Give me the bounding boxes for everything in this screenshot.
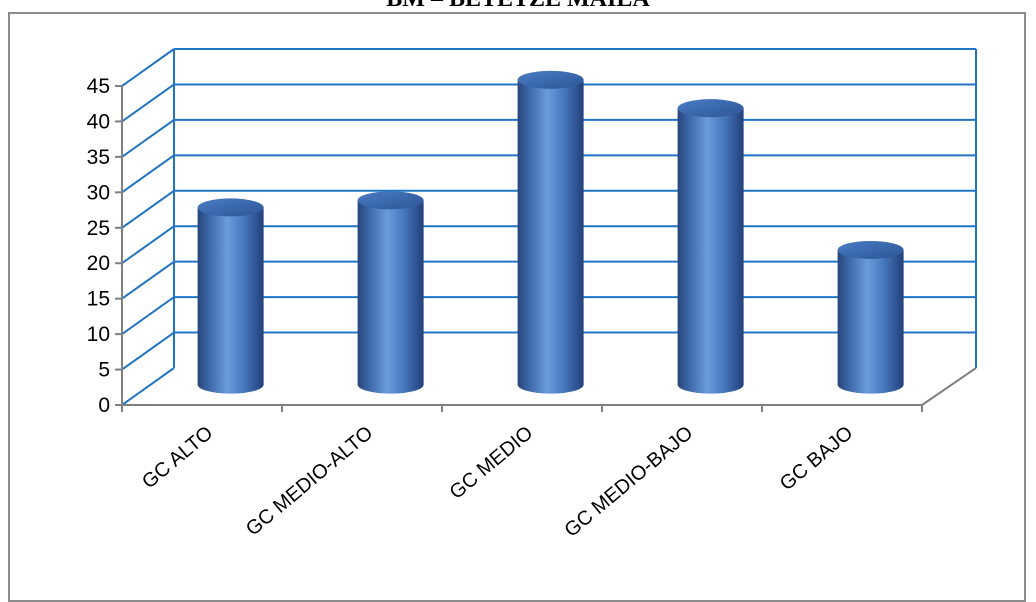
y-tick-label: 30 <box>87 181 110 204</box>
y-tick-label: 10 <box>87 323 110 346</box>
bar <box>517 70 584 394</box>
gridline-side <box>121 119 175 158</box>
y-tick-label: 5 <box>98 359 110 382</box>
y-tick-label: 40 <box>87 110 110 133</box>
gridline-side <box>121 189 175 229</box>
bar-body <box>677 108 744 394</box>
bar-body <box>517 79 584 394</box>
category-label: GC ALTO <box>138 422 217 493</box>
gridline-side <box>121 367 175 406</box>
floor-right-edge <box>921 367 977 406</box>
y-tick-label: 15 <box>87 288 110 311</box>
bar-cap <box>517 70 584 89</box>
gridline-side <box>121 225 175 265</box>
bar <box>677 99 744 394</box>
category-label: GC BAJO <box>776 422 857 495</box>
category-label: GC MEDIO <box>446 422 538 504</box>
gridline-side <box>121 296 175 335</box>
y-tick-label: 0 <box>98 394 110 417</box>
bar-chart: 0 5 10 15 20 25 30 35 40 45 GC ALTO GC MEDIO-ALTO GC… <box>87 48 977 542</box>
bar <box>837 240 904 394</box>
bar-cap <box>357 191 424 210</box>
category-label: GC MEDIO-ALTO <box>242 422 377 541</box>
gridline-side <box>121 260 175 300</box>
bar-body <box>357 200 424 394</box>
y-tick-label: 25 <box>87 217 110 240</box>
bar-cap <box>837 240 904 259</box>
bar <box>357 191 424 394</box>
bar-body <box>837 249 904 394</box>
chart-title: BM – BETETZE MAILA <box>0 0 1036 13</box>
gridline-side <box>121 48 175 87</box>
bar-cap <box>677 99 744 118</box>
gridline-side <box>121 331 175 371</box>
y-tick-label: 35 <box>87 146 110 169</box>
y-tick-label: 20 <box>87 252 110 275</box>
bar-cap <box>197 198 264 217</box>
bar <box>197 198 264 394</box>
gridline-side <box>121 154 175 194</box>
y-tick-label: 45 <box>87 75 110 98</box>
category-label: GC MEDIO-BAJO <box>560 422 697 542</box>
bar-body <box>197 207 264 394</box>
gridline-side <box>121 83 175 123</box>
